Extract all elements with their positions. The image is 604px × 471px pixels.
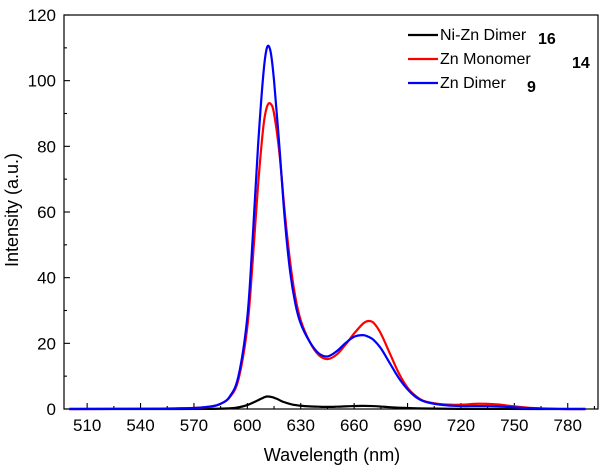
y-tick-label: 20 <box>37 334 56 353</box>
series-layer <box>69 44 586 411</box>
legend-number: 14 <box>572 55 590 72</box>
x-tick-label: 780 <box>554 416 582 435</box>
legend-label: Zn Dimer <box>440 75 506 92</box>
y-tick-label: 80 <box>37 137 56 156</box>
x-tick-label: 690 <box>393 416 421 435</box>
legend-number: 9 <box>527 79 536 96</box>
y-tick-label: 100 <box>28 72 56 91</box>
y-tick-label: 120 <box>28 6 56 25</box>
x-tick-label: 600 <box>233 416 261 435</box>
x-tick-label: 540 <box>126 416 154 435</box>
y-tick-label: 60 <box>37 203 56 222</box>
legend: Ni-Zn Dimer 16 Zn Monomer 14 Zn Dimer 9 <box>408 27 590 96</box>
x-tick-label: 720 <box>447 416 475 435</box>
x-tick-label: 510 <box>73 416 101 435</box>
legend-label: Ni-Zn Dimer <box>440 27 527 44</box>
axes: 510 540 570 600 630 660 690 720 750 780 0 20 40 60 80 1… <box>28 6 599 435</box>
x-tick-label: 750 <box>500 416 528 435</box>
x-tick-label: 630 <box>287 416 315 435</box>
x-tick-label: 660 <box>340 416 368 435</box>
legend-label: Zn Monomer <box>440 51 531 68</box>
y-axis-title: Intensity (a.u.) <box>2 153 22 267</box>
x-tick-label: 570 <box>180 416 208 435</box>
y-tick-label: 40 <box>37 269 56 288</box>
x-axis-title: Wavelength (nm) <box>264 445 400 465</box>
series-line-ni-zn-dimer <box>69 395 586 411</box>
legend-number: 16 <box>538 31 556 48</box>
series-line-zn-dimer <box>69 44 586 411</box>
y-tick-label: 0 <box>47 400 56 419</box>
